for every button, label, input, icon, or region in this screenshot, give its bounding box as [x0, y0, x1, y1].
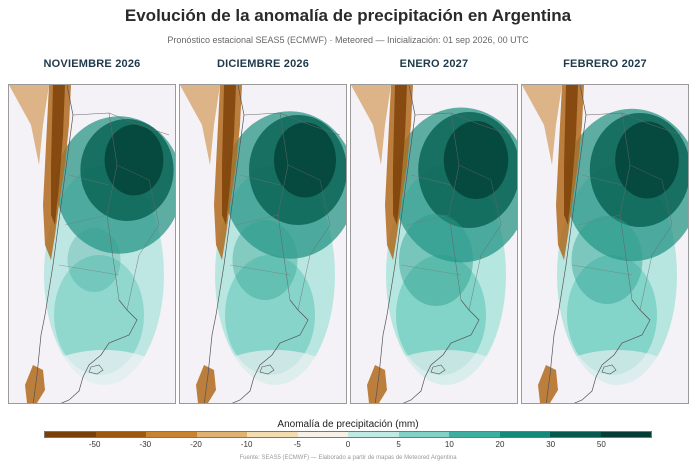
colorbar-tick-label: -5 — [293, 440, 301, 449]
colorbar-tick-label: 30 — [546, 440, 556, 449]
colorbar-title: Anomalía de precipitación (mm) — [277, 419, 419, 430]
colorbar-tick-label: -20 — [190, 440, 202, 449]
colorbar-tick-label: 10 — [444, 440, 454, 449]
colorbar-tick-label: 50 — [596, 440, 606, 449]
panel-label-dic: DICIEMBRE 2026 — [216, 58, 310, 70]
colorbar-swatch — [449, 432, 500, 437]
precip-anomaly-map — [9, 85, 175, 403]
colorbar-swatch — [95, 432, 146, 437]
colorbar-tick-label: 5 — [396, 440, 401, 449]
precip-anomaly-map — [522, 85, 688, 403]
page-subtitle: Pronóstico estacional SEAS5 (ECMWF) · Me… — [167, 35, 529, 45]
colorbar-swatch — [348, 432, 399, 437]
colorbar-tick-label: -50 — [88, 440, 101, 449]
map-panel-dic — [179, 84, 347, 404]
map-panel-feb — [521, 84, 689, 404]
precip-anomaly-map — [351, 85, 517, 403]
map-panel-ene — [350, 84, 518, 404]
panel-label-nov: NOVIEMBRE 2026 — [43, 58, 141, 70]
colorbar-swatch — [45, 432, 96, 437]
panel-label-ene: ENERO 2027 — [399, 58, 469, 70]
colorbar-tick-label: -30 — [139, 440, 152, 449]
colorbar-swatch — [247, 432, 298, 437]
page-title: Evolución de la anomalía de precipitació… — [124, 6, 572, 25]
panel-label-feb: FEBRERO 2027 — [563, 58, 647, 70]
colorbar-swatch — [196, 432, 247, 437]
source-note: Fuente: SEAS5 (ECMWF) — Elaborado a part… — [239, 455, 457, 461]
colorbar-swatch — [600, 432, 651, 437]
colorbar — [44, 431, 652, 438]
colorbar-tick-label: 0 — [345, 440, 351, 449]
colorbar-swatch — [146, 432, 197, 437]
colorbar-swatch — [550, 432, 601, 437]
colorbar-swatch — [398, 432, 449, 437]
colorbar-swatch — [499, 432, 550, 437]
map-panel-nov — [8, 84, 176, 404]
colorbar-tick-label: 20 — [495, 440, 505, 449]
colorbar-swatch — [297, 432, 348, 437]
colorbar-tick-label: -10 — [240, 440, 253, 449]
precip-anomaly-map — [180, 85, 346, 403]
